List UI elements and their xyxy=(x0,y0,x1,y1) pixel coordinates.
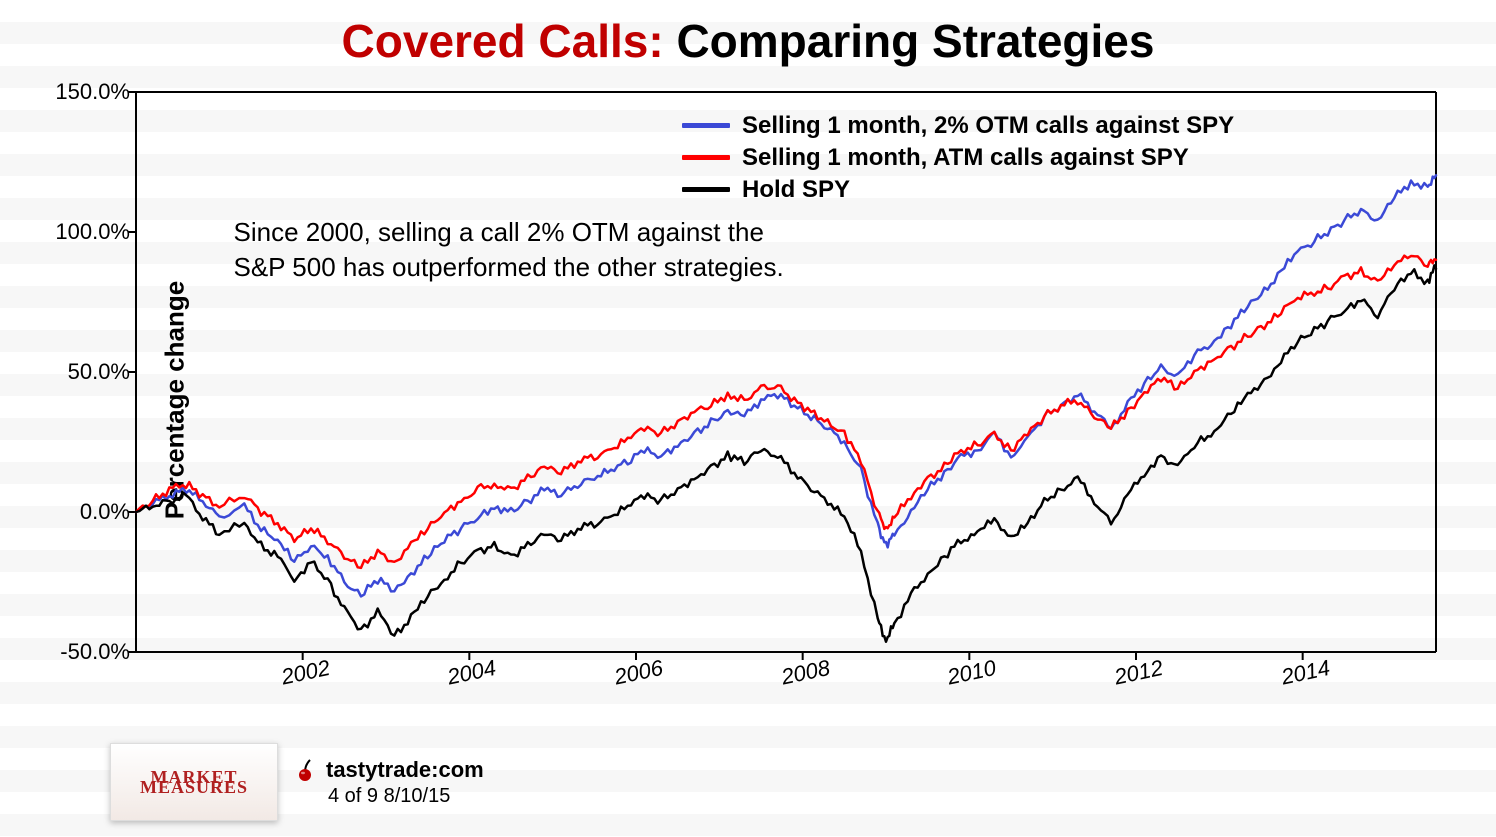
page: Covered Calls: Comparing Strategies Perc… xyxy=(0,0,1496,837)
legend-label: Selling 1 month, ATM calls against SPY xyxy=(742,144,1189,172)
series-spy xyxy=(136,265,1436,641)
market-measures-badge: MARKET MEASURES xyxy=(110,743,278,821)
chart-container: Percentage change Selling 1 month, 2% OT… xyxy=(60,92,1460,708)
page-title: Covered Calls: Comparing Strategies xyxy=(0,14,1496,68)
legend-swatch xyxy=(682,123,730,128)
legend: Selling 1 month, 2% OTM calls against SP… xyxy=(682,112,1234,208)
annotation-line-1: Since 2000, selling a call 2% OTM agains… xyxy=(234,215,784,250)
legend-swatch xyxy=(682,187,730,192)
legend-item: Selling 1 month, 2% OTM calls against SP… xyxy=(682,112,1234,140)
market-measures-text: MARKET MEASURES xyxy=(140,769,248,795)
x-tick-label: 2004 xyxy=(445,655,498,691)
y-tick-label: 150.0% xyxy=(55,79,130,105)
plot-area: Selling 1 month, 2% OTM calls against SP… xyxy=(136,92,1436,652)
legend-item: Hold SPY xyxy=(682,176,1234,204)
legend-label: Hold SPY xyxy=(742,176,850,204)
x-tick-label: 2002 xyxy=(279,655,332,691)
annotation-line-2: S&P 500 has outperformed the other strat… xyxy=(234,250,784,285)
tastytrade-logo: tastytrade:com xyxy=(296,757,484,783)
x-tick-label: 2012 xyxy=(1112,655,1165,691)
y-tick-label: 100.0% xyxy=(55,219,130,245)
legend-label: Selling 1 month, 2% OTM calls against SP… xyxy=(742,112,1234,140)
x-tick-label: 2008 xyxy=(779,655,832,691)
y-tick-label: 0.0% xyxy=(80,499,130,525)
mm-line-2: MEASURES xyxy=(140,779,248,795)
footer: MARKET MEASURES tastytrade:com 4 of 9 8/… xyxy=(110,743,484,821)
title-prefix: Covered Calls: xyxy=(342,15,664,67)
series-atm xyxy=(136,256,1436,568)
tastytrade-name: tastytrade:com xyxy=(326,757,484,783)
page-counter: 4 of 9 8/10/15 xyxy=(328,785,484,808)
annotation-text: Since 2000, selling a call 2% OTM agains… xyxy=(234,215,784,285)
y-tick-label: 50.0% xyxy=(68,359,130,385)
x-tick-label: 2006 xyxy=(612,655,665,691)
y-tick-label: -50.0% xyxy=(60,639,130,665)
tastytrade-block: tastytrade:com 4 of 9 8/10/15 xyxy=(296,757,484,808)
x-tick-label: 2010 xyxy=(945,655,998,691)
x-tick-label: 2014 xyxy=(1279,655,1332,691)
cherry-icon xyxy=(296,758,320,782)
legend-swatch xyxy=(682,155,730,160)
legend-item: Selling 1 month, ATM calls against SPY xyxy=(682,144,1234,172)
title-suffix: Comparing Strategies xyxy=(664,15,1155,67)
